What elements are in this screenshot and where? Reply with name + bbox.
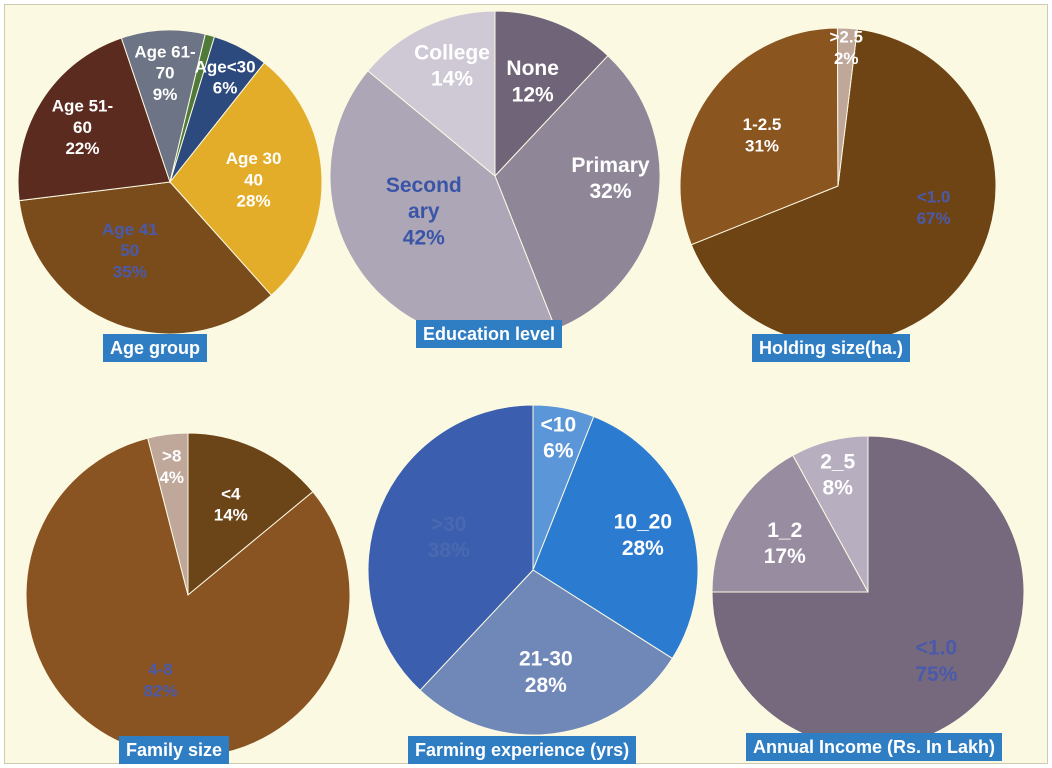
slice-label-age-group-1: Age 30 40 28% (226, 149, 282, 211)
slice-label-family-size-1: 4-8 82% (143, 660, 177, 700)
pie-chart-annual-income-rs-in-lakh: <1.0 75% 1_2 17% 2_5 8% (711, 435, 1025, 749)
pie-slice-age-group-3 (17, 37, 171, 202)
pie-slice-annual-income-rs-in-lakh-1 (711, 454, 869, 593)
pie-slice-holding-size-ha-2 (836, 27, 858, 187)
slice-label-family-size-0: <4 14% (214, 484, 248, 524)
pie-chart-family-size: <4 14% 4-8 82% >8 4% (25, 432, 351, 758)
slice-label-farming-experience-yrs-2: 21-30 28% (519, 648, 573, 697)
caption-holding-size: Holding size(ha.) (752, 334, 910, 362)
slice-label-holding-size-ha-2: >2.5 2% (829, 28, 863, 68)
pie-slice-age-group-5 (169, 33, 216, 183)
pie-slice-education-level-1 (494, 55, 661, 331)
slice-label-age-group-0: Age<30 6% (195, 57, 256, 97)
pie-chart-holding-size-ha: <1.0 67% 1-2.5 31% >2.5 2% (679, 27, 997, 345)
slice-label-holding-size-ha-0: <1.0 67% (917, 188, 951, 228)
pie-slice-age-group-1 (169, 62, 323, 296)
slice-label-annual-income-rs-in-lakh-1: 1_2 17% (764, 519, 806, 568)
pie-slice-farming-experience-yrs-1 (532, 415, 699, 660)
slice-label-age-group-3: Age 51-60 22% (52, 97, 113, 158)
slice-label-farming-experience-yrs-3: >30 38% (428, 513, 470, 562)
pie-slice-age-group-4 (120, 29, 206, 184)
pie-slice-holding-size-ha-0 (690, 28, 997, 345)
slice-label-farming-experience-yrs-0: <10 6% (541, 413, 577, 462)
slice-label-annual-income-rs-in-lakh-0: <1.0 75% (915, 637, 957, 686)
pie-slice-annual-income-rs-in-lakh-2 (792, 435, 869, 593)
slice-label-education-level-2: Second ary 42% (386, 174, 462, 250)
caption-annual-income: Annual Income (Rs. In Lakh) (746, 733, 1003, 761)
pie-slice-age-group-2 (18, 181, 273, 335)
caption-family-size: Family size (119, 736, 230, 764)
caption-education-level: Education level (416, 320, 563, 348)
caption-age-group: Age group (103, 334, 207, 362)
pie-slice-family-size-0 (187, 432, 314, 597)
pie-slice-holding-size-ha-1 (679, 27, 839, 246)
slice-label-family-size-2: >8 4% (159, 447, 184, 487)
pie-slice-education-level-3 (367, 10, 496, 178)
pie-chart-farming-experience-yrs: <10 6% 10_20 28% 21-30 28% >30 38% (367, 404, 699, 736)
pie-slice-farming-experience-yrs-3 (367, 404, 534, 691)
slice-label-education-level-1: Primary 32% (571, 154, 650, 203)
pie-slice-annual-income-rs-in-lakh-0 (711, 435, 1025, 749)
slice-label-holding-size-ha-1: 1-2.5 31% (743, 115, 782, 155)
pie-chart-education-level: None 12%Primary 32% Second ary 42% College 14% (329, 10, 661, 342)
slice-label-age-group-4: Age 61-70 9% (134, 42, 195, 103)
pie-slice-family-size-2 (147, 432, 189, 596)
slice-label-education-level-0: None 12% (506, 57, 559, 106)
caption-farming-experience: Farming experience (yrs) (408, 736, 637, 764)
slice-label-education-level-3: College 14% (414, 41, 490, 90)
pie-chart-age-group: Age<30 6% Age 30 40 28% Age 41 50 35% Age 51-60 2… (17, 29, 323, 335)
slice-label-farming-experience-yrs-1: 10_20 28% (614, 511, 672, 560)
slice-label-annual-income-rs-in-lakh-2: 2_5 8% (820, 450, 855, 499)
slice-label-age-group-2: Age 41 50 35% (102, 220, 158, 281)
pie-slice-farming-experience-yrs-2 (419, 569, 674, 736)
pie-slice-education-level-0 (494, 10, 609, 178)
